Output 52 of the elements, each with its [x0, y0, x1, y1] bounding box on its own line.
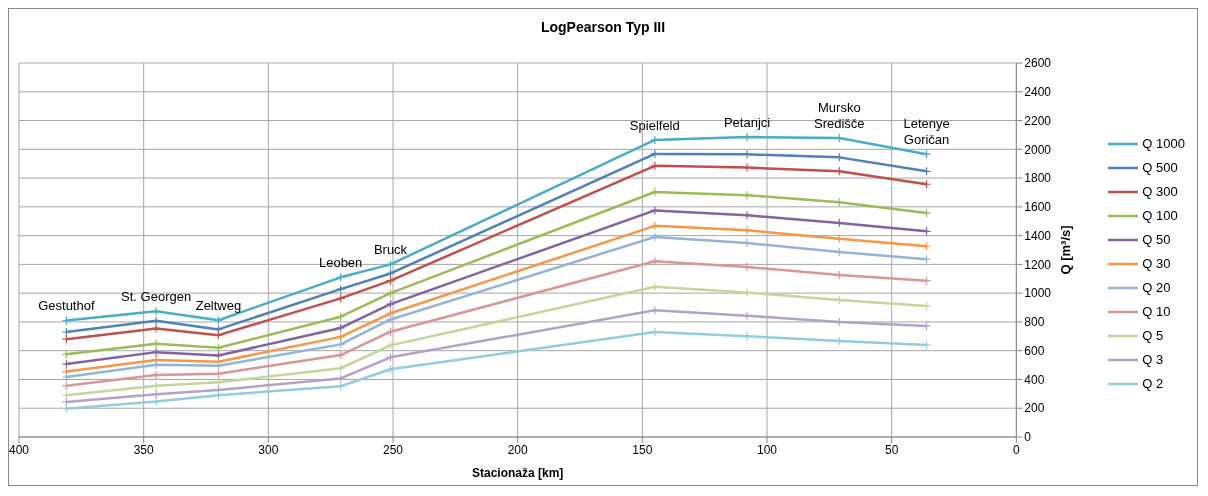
y-tick-label: 2000: [1024, 142, 1052, 157]
x-axis-title: Stacionaža [km]: [471, 466, 564, 480]
y-axis-title: Q [m³/s]: [1058, 225, 1074, 275]
x-tick-label: 150: [632, 442, 653, 457]
point: [336, 323, 345, 332]
y-tick-label: 2200: [1024, 113, 1052, 128]
x-tick-label: 200: [507, 442, 528, 457]
legend-label: Q 300: [1142, 184, 1178, 200]
y-tick-label: 1400: [1024, 228, 1052, 243]
annotation: Gestuthof: [38, 298, 95, 314]
y-tick-label: 0: [1024, 430, 1032, 445]
y-tick-label: 400: [1024, 372, 1045, 387]
annotation: Zeltweg: [195, 298, 242, 314]
legend-label: Q 500: [1142, 160, 1178, 176]
y-tick-label: 2400: [1024, 85, 1052, 100]
legend-label: Q 1000: [1142, 136, 1185, 152]
x-tick-label: 0: [1013, 442, 1020, 457]
annotation: Spielfeld: [629, 117, 680, 133]
annotation: Mursko Središče: [814, 99, 865, 131]
chart-title: LogPearson Typ III: [539, 18, 667, 37]
x-tick-label: 50: [885, 442, 899, 457]
legend-label: Q 30: [1142, 256, 1171, 272]
y-tick-label: 1000: [1024, 286, 1052, 301]
x-tick-label: 100: [756, 442, 778, 457]
point: [336, 351, 345, 360]
legend-label: Q 100: [1142, 208, 1178, 224]
y-tick-label: 1800: [1024, 171, 1052, 186]
annotation: Leoben: [318, 255, 363, 271]
y-tick-label: 2600: [1024, 56, 1052, 71]
legend-label: Q 2: [1142, 376, 1164, 392]
legend-label: Q 50: [1142, 232, 1171, 248]
y-tick-label: 800: [1024, 315, 1045, 330]
point: [62, 327, 71, 336]
annotation: Bruck: [373, 242, 408, 258]
x-tick-label: 250: [382, 442, 404, 457]
legend-label: Q 20: [1142, 280, 1171, 296]
annotation: Petanjci: [723, 115, 771, 131]
legend-label: Q 3: [1142, 352, 1164, 368]
point: [62, 360, 71, 369]
x-tick-label: 300: [258, 442, 279, 457]
legend-label: Q 5: [1142, 328, 1164, 344]
annotation: St. Georgen: [121, 289, 192, 305]
y-tick-label: 600: [1024, 343, 1045, 358]
x-tick-label: 400: [8, 442, 30, 457]
legend-label: Q 10: [1142, 304, 1171, 320]
point: [62, 373, 71, 382]
x-tick-label: 350: [133, 442, 154, 457]
point: [386, 300, 395, 309]
y-tick-label: 1200: [1024, 257, 1052, 272]
y-tick-label: 200: [1024, 401, 1045, 416]
annotation: Letenye Goričan: [903, 116, 950, 148]
y-tick-label: 1600: [1024, 200, 1052, 215]
